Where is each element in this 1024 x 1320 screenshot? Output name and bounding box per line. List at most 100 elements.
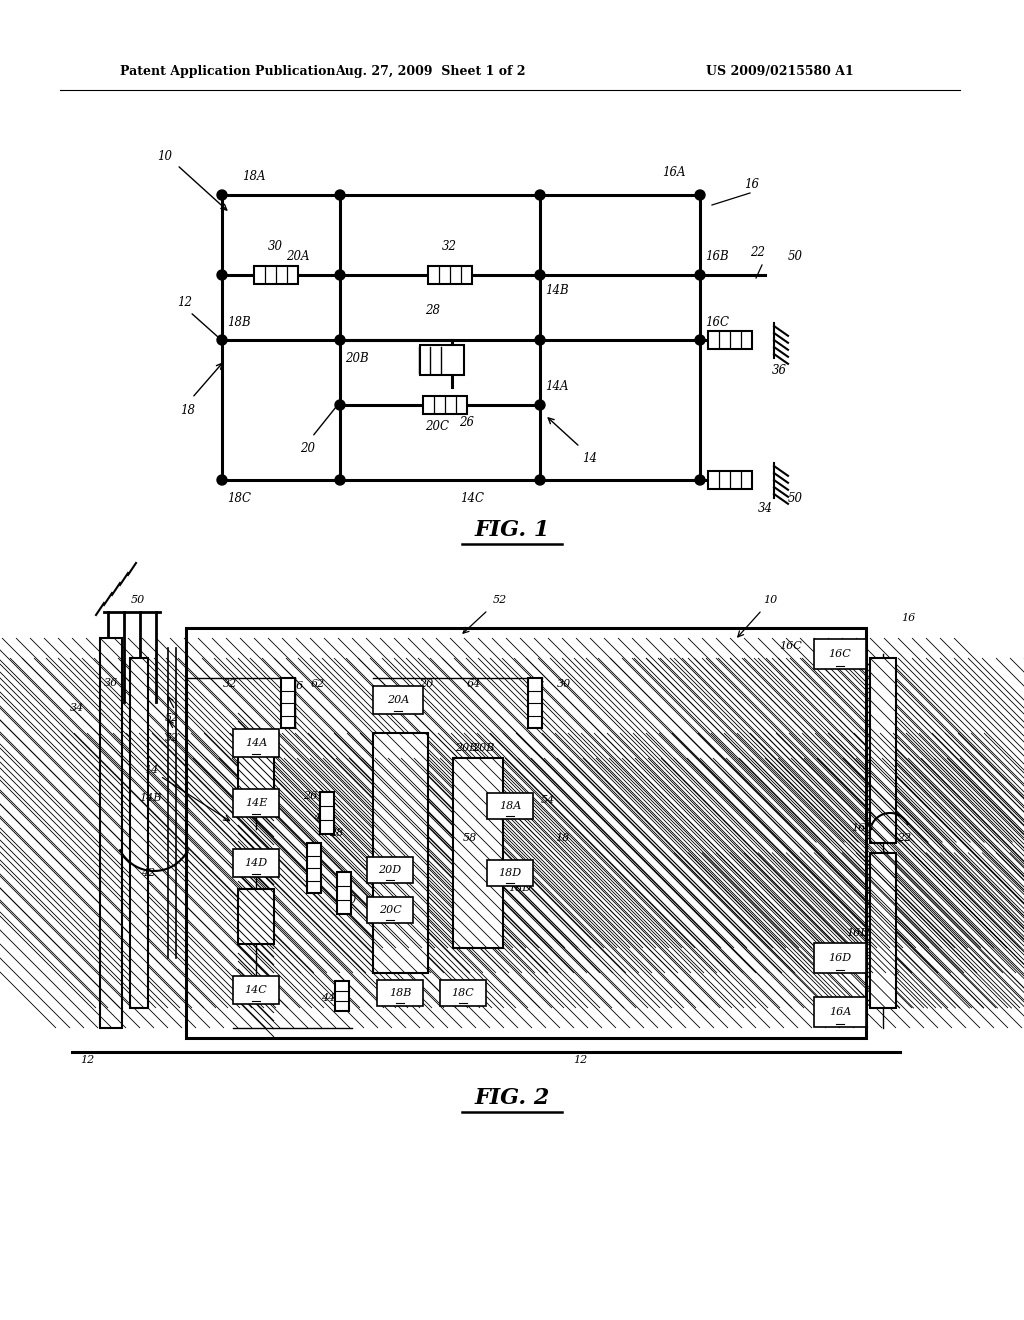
Text: 34: 34 — [70, 704, 84, 713]
Circle shape — [217, 271, 227, 280]
Text: 52: 52 — [165, 733, 179, 743]
Bar — [233, 789, 279, 817]
Text: 18B: 18B — [227, 315, 251, 329]
Text: 18C: 18C — [444, 995, 467, 1005]
Bar — [708, 471, 752, 488]
Text: 26: 26 — [459, 417, 474, 429]
Text: 12: 12 — [80, 1055, 94, 1065]
Text: 16B: 16B — [705, 251, 729, 264]
Text: 20B: 20B — [455, 743, 477, 752]
Text: 16D: 16D — [828, 953, 852, 964]
Text: 14D: 14D — [245, 858, 267, 869]
Text: 18: 18 — [555, 833, 569, 843]
Text: 16B: 16B — [851, 822, 873, 833]
Bar — [319, 792, 334, 834]
Bar — [420, 345, 464, 375]
Bar — [254, 267, 298, 284]
Bar — [428, 267, 472, 284]
Text: 20D: 20D — [367, 873, 389, 883]
Circle shape — [695, 190, 705, 201]
Bar — [233, 729, 279, 756]
Text: 28: 28 — [425, 304, 440, 317]
Text: 64: 64 — [467, 678, 481, 689]
Text: 62: 62 — [311, 678, 326, 689]
Text: 14E: 14E — [245, 799, 267, 808]
Circle shape — [695, 475, 705, 484]
Text: 30: 30 — [557, 678, 571, 689]
Text: 14: 14 — [143, 766, 158, 775]
Text: FIG. 1: FIG. 1 — [474, 519, 550, 541]
Circle shape — [335, 190, 345, 201]
Bar — [233, 975, 279, 1005]
Text: 18C: 18C — [452, 987, 474, 998]
Text: 18B: 18B — [389, 995, 412, 1005]
Text: 10: 10 — [763, 595, 777, 605]
Bar — [814, 997, 866, 1027]
Text: 60: 60 — [343, 895, 357, 906]
Text: 42: 42 — [141, 869, 155, 878]
Circle shape — [335, 475, 345, 484]
Bar — [708, 331, 752, 348]
Text: 18C: 18C — [227, 491, 251, 504]
Text: 14C: 14C — [460, 491, 484, 504]
Bar — [281, 678, 295, 729]
Text: 34: 34 — [758, 502, 773, 515]
Text: 56: 56 — [530, 681, 545, 690]
Text: 18B: 18B — [389, 987, 412, 998]
Bar — [335, 981, 349, 1011]
Text: 50: 50 — [788, 251, 803, 264]
Text: 50: 50 — [788, 491, 803, 504]
Text: 32: 32 — [442, 240, 457, 253]
Circle shape — [217, 335, 227, 345]
Bar — [870, 853, 896, 1008]
Bar — [186, 628, 866, 1038]
Text: 32: 32 — [223, 678, 238, 689]
Text: 22: 22 — [897, 833, 911, 843]
Circle shape — [535, 475, 545, 484]
Text: 14B: 14B — [139, 793, 162, 803]
Text: 20: 20 — [300, 442, 315, 455]
Text: 50: 50 — [131, 595, 145, 605]
Text: 48: 48 — [313, 813, 327, 822]
Bar — [377, 979, 423, 1006]
Bar — [233, 849, 279, 876]
Bar — [130, 657, 148, 1008]
Circle shape — [535, 190, 545, 201]
Bar — [373, 733, 428, 973]
Bar — [337, 873, 351, 913]
Bar — [487, 793, 534, 818]
Text: 20C: 20C — [425, 421, 449, 433]
Text: 16A: 16A — [662, 166, 685, 180]
Bar — [423, 396, 467, 414]
Bar — [367, 857, 413, 883]
Text: 16C: 16C — [828, 649, 851, 659]
Text: 18A: 18A — [242, 170, 265, 183]
Text: 18A: 18A — [499, 801, 521, 810]
Text: 18A: 18A — [499, 808, 521, 818]
Text: 16C: 16C — [705, 315, 729, 329]
Bar — [814, 942, 866, 973]
Bar — [528, 678, 542, 729]
Circle shape — [695, 335, 705, 345]
Text: 20A: 20A — [387, 704, 410, 713]
Text: 18: 18 — [180, 404, 195, 417]
Text: 36: 36 — [103, 678, 118, 688]
Text: Patent Application Publication: Patent Application Publication — [120, 66, 336, 78]
Text: 20B: 20B — [472, 743, 495, 752]
Text: 16C: 16C — [779, 642, 802, 651]
Text: 12: 12 — [572, 1055, 587, 1065]
Text: FIG. 2: FIG. 2 — [474, 1086, 550, 1109]
Circle shape — [217, 190, 227, 201]
Text: 28: 28 — [329, 828, 343, 838]
Text: 18D: 18D — [509, 883, 531, 894]
Text: 52: 52 — [493, 595, 507, 605]
Text: 52: 52 — [165, 713, 179, 723]
Text: 14A: 14A — [245, 738, 267, 748]
Text: 16A: 16A — [828, 1007, 851, 1016]
Circle shape — [335, 400, 345, 411]
Text: 14A: 14A — [545, 380, 568, 393]
Text: US 2009/0215580 A1: US 2009/0215580 A1 — [707, 66, 854, 78]
Bar — [440, 979, 486, 1006]
Circle shape — [535, 271, 545, 280]
Bar — [238, 888, 274, 944]
